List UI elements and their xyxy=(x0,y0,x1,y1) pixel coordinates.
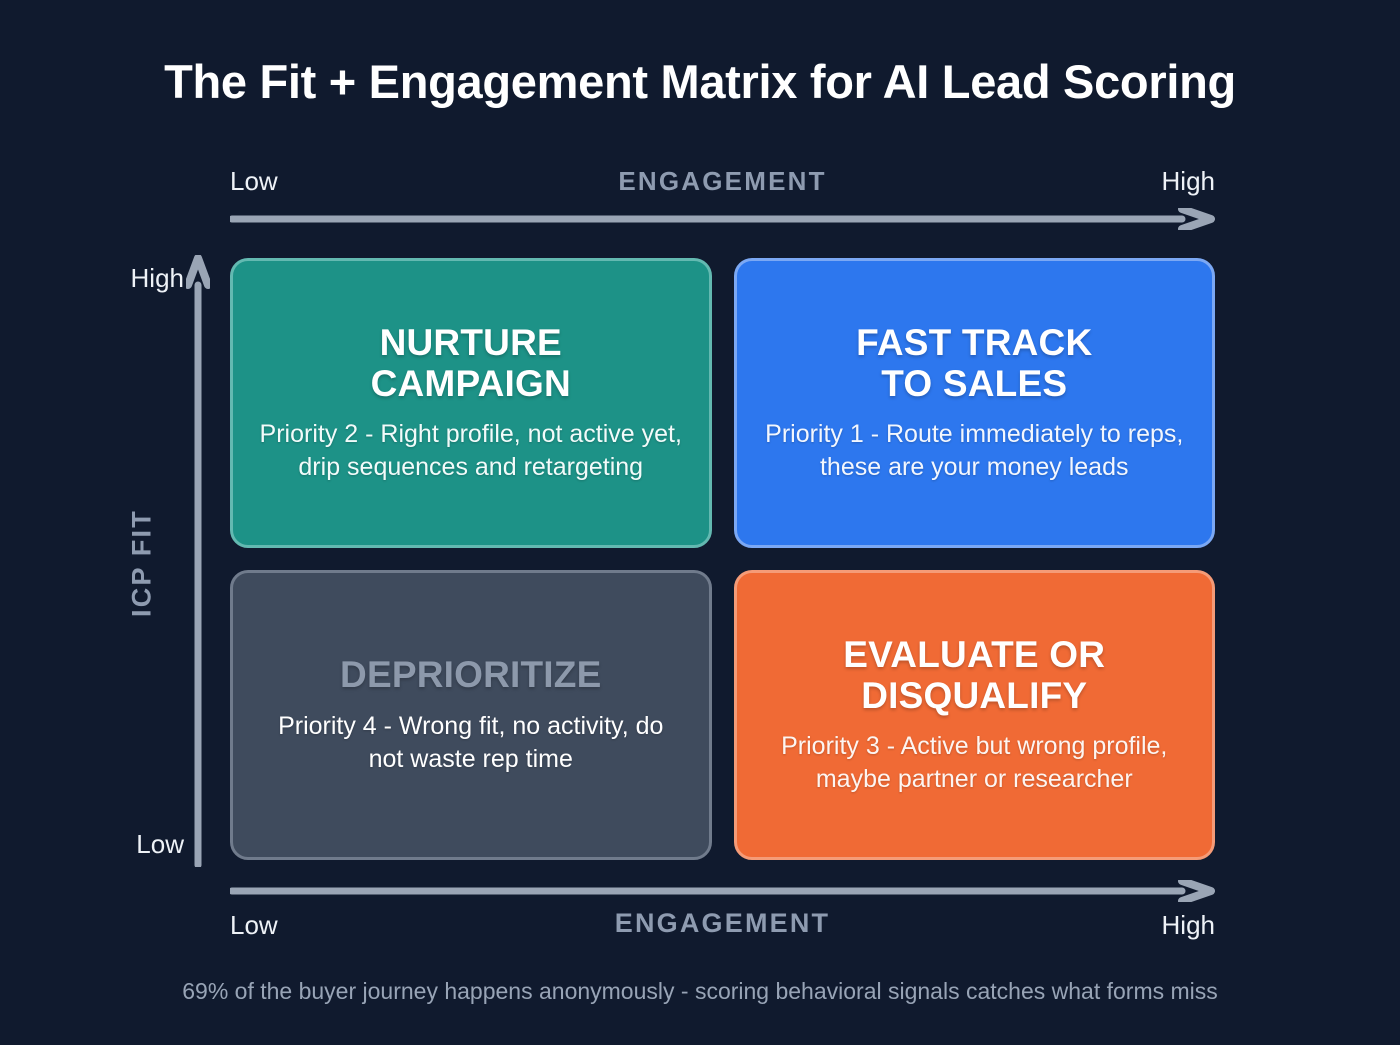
arrow-right-icon xyxy=(230,208,1215,230)
quadrant-fast-track-title-line2: TO SALES xyxy=(881,363,1068,404)
axis-bottom-high-label: High xyxy=(1161,910,1215,940)
quadrant-nurture-campaign[interactable]: NURTURE CAMPAIGN Priority 2 - Right prof… xyxy=(230,258,712,548)
quadrant-nurture-title: NURTURE CAMPAIGN xyxy=(371,322,571,405)
quadrant-deprioritize-description: Priority 4 - Wrong fit, no activity, do … xyxy=(278,711,664,773)
axis-top-high-label: High xyxy=(1161,166,1215,196)
quadrant-evaluate-or-disqualify[interactable]: EVALUATE OR DISQUALIFY Priority 3 - Acti… xyxy=(733,570,1215,860)
quadrant-evaluate-title-line1: EVALUATE OR xyxy=(843,633,1106,675)
quadrant-evaluate-description: Priority 3 - Active but wrong profile, m… xyxy=(781,732,1168,794)
engagement-axis-bottom: Low ENGAGEMENT High xyxy=(230,880,1215,950)
fit-engagement-matrix: NURTURE CAMPAIGN Priority 2 - Right prof… xyxy=(230,258,1215,860)
quadrant-deprioritize[interactable]: DEPRIORITIZE Priority 4 - Wrong fit, no … xyxy=(230,570,712,860)
axis-top-low-label: Low xyxy=(230,166,278,196)
arrow-up-icon xyxy=(186,255,210,867)
quadrant-fast-track-description: Priority 1 - Route immediately to reps, … xyxy=(765,420,1184,482)
arrow-right-icon xyxy=(230,880,1215,902)
quadrant-nurture-description: Priority 2 - Right profile, not active y… xyxy=(259,420,682,482)
quadrant-fast-track-title-line1: FAST TRACK xyxy=(856,321,1093,363)
axis-left-title: ICP FIT xyxy=(126,508,157,617)
quadrant-nurture-title-line1: NURTURE xyxy=(379,321,562,363)
page-title: The Fit + Engagement Matrix for AI Lead … xyxy=(164,55,1236,108)
footer-note: 69% of the buyer journey happens anonymo… xyxy=(182,978,1218,1004)
quadrant-fast-track-title: FAST TRACK TO SALES xyxy=(856,322,1092,405)
quadrant-evaluate-title-line2: DISQUALIFY xyxy=(861,675,1088,716)
axis-bottom-title: ENGAGEMENT xyxy=(614,908,831,938)
quadrant-deprioritize-title: DEPRIORITIZE xyxy=(340,654,602,696)
axis-left-high-label: High xyxy=(130,263,184,293)
quadrant-fast-track-to-sales[interactable]: FAST TRACK TO SALES Priority 1 - Route i… xyxy=(733,258,1215,548)
axis-left-low-label: Low xyxy=(136,829,184,859)
engagement-axis-top: Low ENGAGEMENT High xyxy=(230,166,1215,230)
quadrant-nurture-title-line2: CAMPAIGN xyxy=(370,363,571,404)
axis-bottom-low-label: Low xyxy=(230,910,278,940)
axis-top-title: ENGAGEMENT xyxy=(618,166,827,196)
quadrant-evaluate-title: EVALUATE OR DISQUALIFY xyxy=(843,634,1105,717)
icp-fit-axis-left: High ICP FIT Low xyxy=(96,255,226,870)
